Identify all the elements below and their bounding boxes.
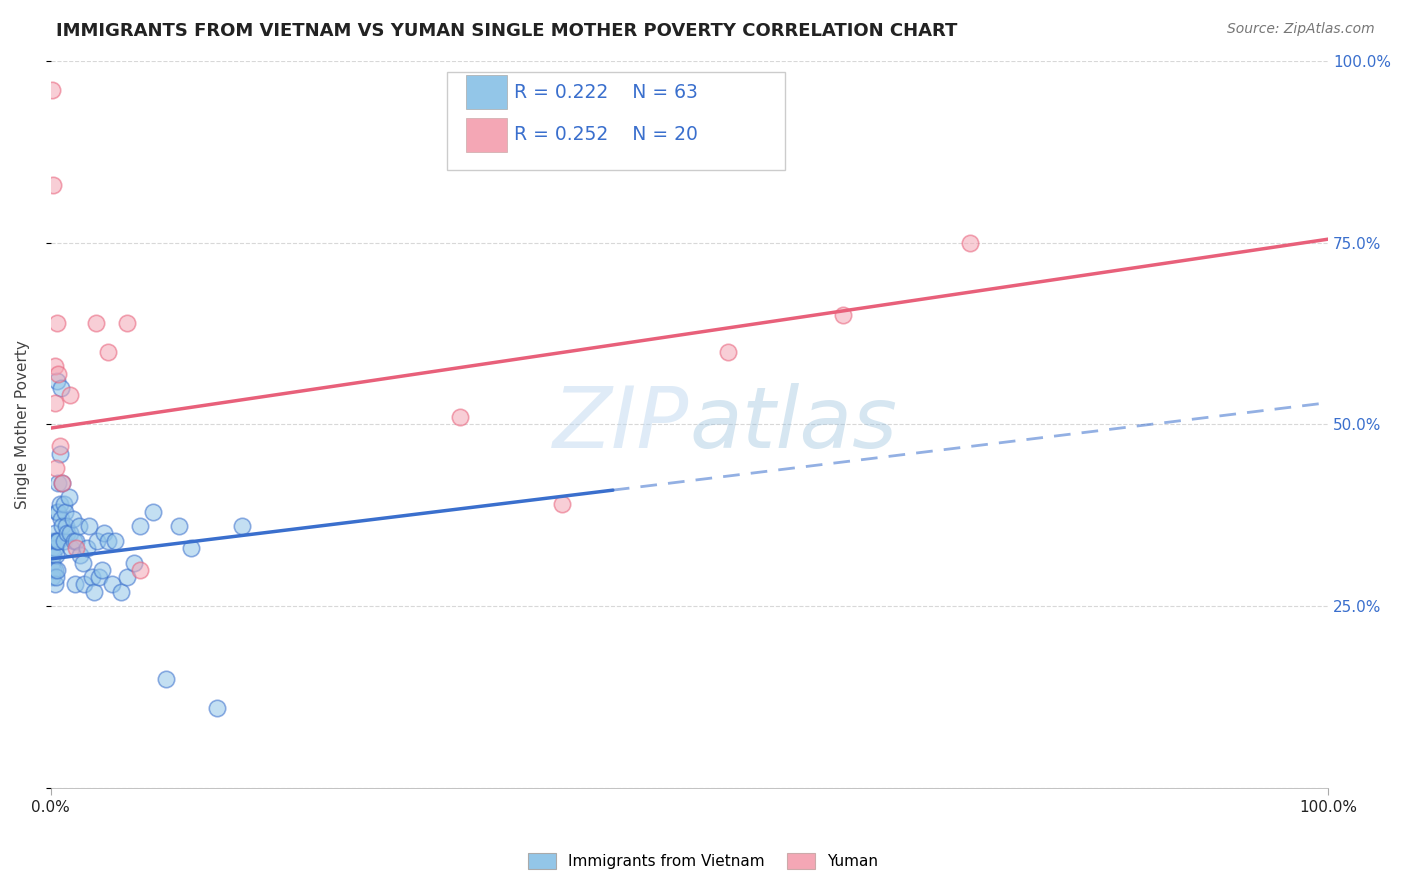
Point [53,505,76,519]
Point [46,563,69,577]
Point [48,475,70,490]
Point [51,475,73,490]
Point [104,533,127,548]
Point [45,548,67,562]
Point [46,374,69,388]
Point [231,519,253,533]
Point [117,316,139,330]
Point [122,556,145,570]
Point [44,563,66,577]
Point [44,395,66,409]
Point [129,519,152,533]
Point [80,570,103,584]
Point [41,541,63,555]
FancyBboxPatch shape [447,72,786,170]
Point [65,533,87,548]
Point [67,519,90,533]
Point [44,541,66,555]
Point [59,388,82,402]
Point [45,570,67,584]
Point [93,526,115,541]
Point [551,497,574,511]
Text: IMMIGRANTS FROM VIETNAM VS YUMAN SINGLE MOTHER POVERTY CORRELATION CHART: IMMIGRANTS FROM VIETNAM VS YUMAN SINGLE … [56,22,957,40]
Text: R = 0.252    N = 20: R = 0.252 N = 20 [515,126,699,145]
Point [49,381,72,395]
Point [48,367,70,381]
Point [59,526,82,541]
Point [97,533,120,548]
Point [449,410,471,425]
Point [42,548,65,562]
Point [86,533,108,548]
Y-axis label: Single Mother Poverty: Single Mother Poverty [15,340,30,508]
Text: Source: ZipAtlas.com: Source: ZipAtlas.com [1227,22,1375,37]
Point [41,556,63,570]
Point [62,512,84,526]
Point [959,235,981,250]
Point [83,584,105,599]
Text: atlas: atlas [689,383,897,466]
Point [89,570,111,584]
Point [65,541,87,555]
Point [167,519,190,533]
Point [49,439,72,453]
Point [84,316,107,330]
Point [56,526,79,541]
Point [41,83,63,97]
Point [63,577,86,591]
Text: ZIP: ZIP [553,383,689,466]
Point [69,548,91,562]
Point [41,570,63,584]
FancyBboxPatch shape [465,76,506,109]
Point [90,563,112,577]
Point [55,519,77,533]
Point [117,570,139,584]
Point [58,490,80,504]
Text: R = 0.222    N = 63: R = 0.222 N = 63 [515,83,699,102]
Point [49,497,72,511]
Point [831,309,853,323]
Point [46,533,69,548]
Point [48,533,70,548]
Point [51,475,73,490]
Point [60,541,83,555]
Point [180,541,202,555]
Point [42,533,65,548]
FancyBboxPatch shape [465,118,506,152]
Point [155,672,177,686]
Point [142,505,165,519]
Point [49,446,72,460]
Point [42,178,65,192]
Point [51,519,73,533]
Point [48,505,70,519]
Point [129,563,152,577]
Point [52,533,75,548]
Point [73,577,96,591]
Point [44,577,66,591]
Point [205,701,228,715]
Point [46,505,69,519]
Point [44,526,66,541]
Point [717,344,740,359]
Point [77,519,100,533]
Point [101,577,124,591]
Point [63,533,86,548]
Legend: Immigrants from Vietnam, Yuman: Immigrants from Vietnam, Yuman [522,847,884,875]
Point [110,584,132,599]
Point [72,556,94,570]
Point [45,533,67,548]
Point [45,461,67,475]
Point [97,344,120,359]
Point [76,541,98,555]
Point [46,316,69,330]
Point [52,497,75,511]
Point [42,563,65,577]
Point [44,359,66,374]
Point [49,512,72,526]
